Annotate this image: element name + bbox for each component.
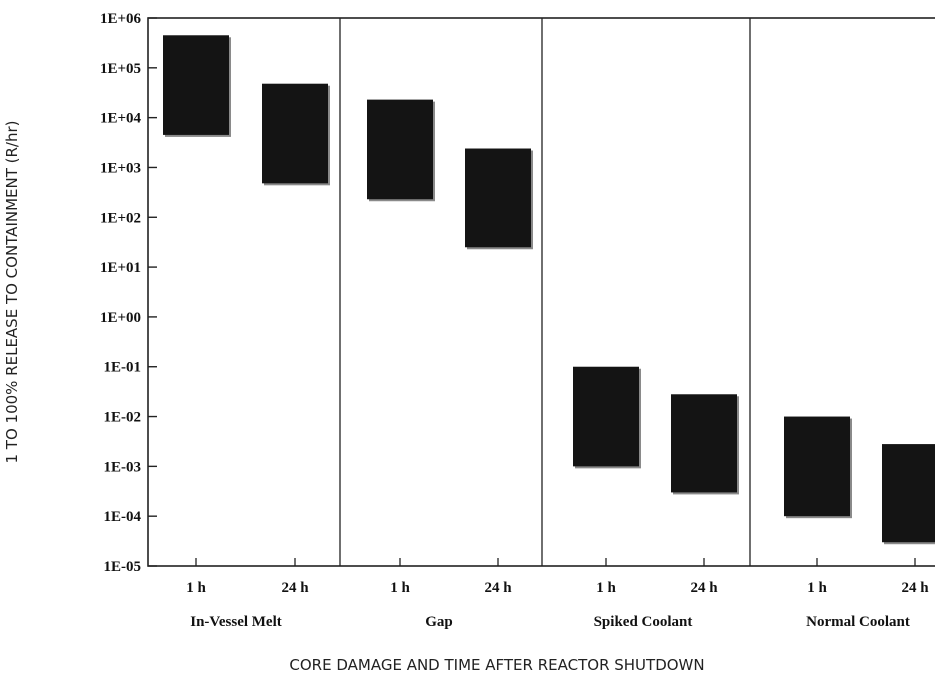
y-axis-title: 1 TO 100% RELEASE TO CONTAINMENT (R/hr) [3, 120, 21, 463]
x-tick-label: 24 h [281, 580, 309, 596]
x-tick-label: 1 h [807, 580, 827, 596]
range-bar [367, 99, 433, 200]
group-label: Normal Coolant [806, 614, 910, 630]
x-tick-label: 1 h [186, 580, 206, 596]
y-tick-label: 1E+01 [100, 260, 141, 276]
y-tick-label: 1E-01 [104, 360, 142, 376]
y-tick-label: 1E-05 [104, 559, 142, 575]
y-tick-label: 1E+05 [100, 61, 141, 77]
category-labels: 1 h 24 h 1 h 24 h 1 h 24 h 1 h 24 h [186, 558, 929, 596]
range-bar [163, 35, 229, 135]
y-tick-label: 1E-03 [104, 459, 142, 475]
group-labels: In-Vessel Melt Gap Spiked Coolant Normal Co… [190, 614, 910, 630]
y-tick-label: 1E+03 [100, 160, 141, 176]
x-tick-label: 24 h [690, 580, 718, 596]
y-tick-label: 1E-04 [104, 509, 142, 525]
group-dividers [339, 18, 751, 566]
y-tick-label: 1E+02 [100, 210, 141, 226]
bars [163, 35, 935, 545]
y-tick-label: 1E-02 [104, 410, 142, 426]
y-tick-label: 1E+04 [100, 111, 142, 127]
range-bar [882, 444, 935, 543]
x-axis-title: CORE DAMAGE AND TIME AFTER REACTOR SHUTD… [289, 656, 704, 674]
x-tick-label: 24 h [484, 580, 512, 596]
group-label: In-Vessel Melt [190, 614, 282, 630]
y-tick-label: 1E+06 [100, 11, 142, 27]
x-tick-label: 24 h [901, 580, 929, 596]
range-bar [262, 83, 328, 184]
range-bar [784, 416, 850, 517]
group-label: Gap [425, 614, 453, 630]
y-axis: 1E-05 1E-04 1E-03 1E-02 1E-01 1E+00 1E+01 1E+02… [100, 11, 157, 575]
x-tick-label: 1 h [596, 580, 616, 596]
y-tick-label: 1E+00 [100, 310, 141, 326]
range-bar [671, 394, 737, 493]
range-bar [465, 148, 531, 248]
x-tick-label: 1 h [390, 580, 410, 596]
group-label: Spiked Coolant [594, 614, 693, 630]
range-bar [573, 366, 639, 467]
